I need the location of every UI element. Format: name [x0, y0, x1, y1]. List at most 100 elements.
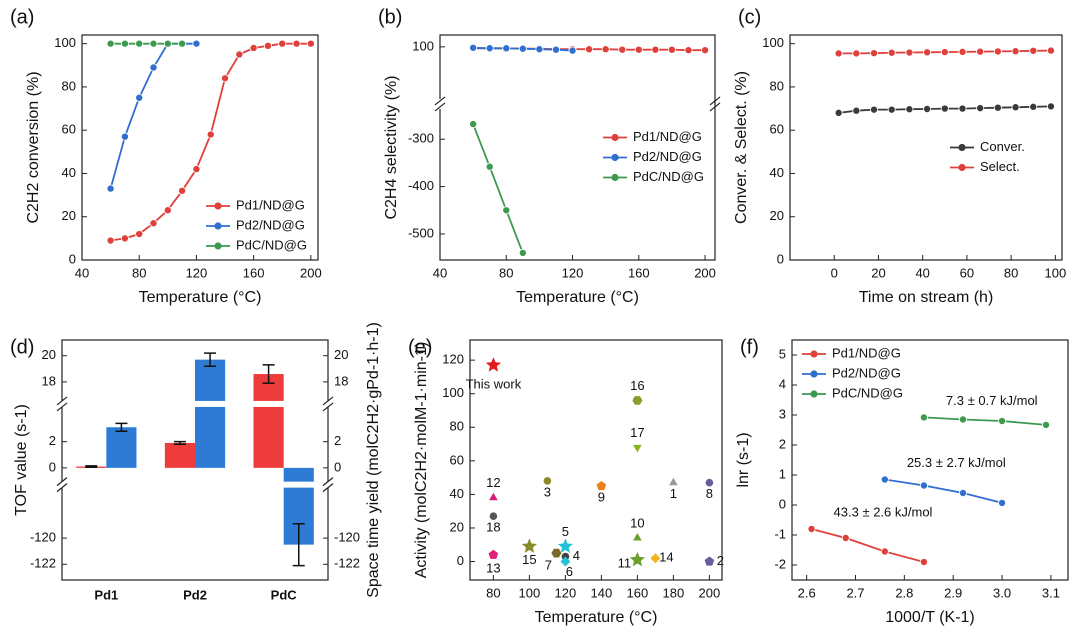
- y-tick-label: -400: [408, 178, 434, 193]
- x-tick-label: 200: [694, 265, 716, 280]
- bar: [106, 427, 137, 468]
- axis-break: [56, 481, 334, 488]
- data-point: [701, 46, 710, 55]
- data-point: [489, 492, 498, 501]
- legend-label: Conver.: [980, 139, 1025, 154]
- point-label: 16: [630, 378, 644, 393]
- x-tick-label: 160: [628, 265, 650, 280]
- y2-tick-label: 0: [334, 459, 341, 474]
- data-point: [919, 558, 928, 567]
- fit-annotation: 7.3 ± 0.7 kJ/mol: [946, 393, 1038, 408]
- legend-marker: [611, 153, 619, 162]
- plot-frame: [469, 339, 723, 581]
- y-tick-label: 18: [42, 373, 56, 388]
- x-tick-label: 80: [499, 265, 513, 280]
- data-point: [1046, 46, 1055, 55]
- legend-marker: [810, 350, 818, 358]
- data-point: [998, 498, 1007, 507]
- panel-label: (d): [10, 336, 34, 358]
- data-point: [192, 165, 201, 174]
- series-line: [884, 478, 1003, 504]
- data-point: [993, 47, 1002, 56]
- data-point: [667, 45, 676, 54]
- data-point: [106, 236, 115, 245]
- data-point: [1011, 47, 1020, 56]
- y-tick-label: 20: [42, 347, 56, 362]
- x-tick-label: 40: [75, 265, 89, 280]
- x-tick-label: Pd2: [183, 587, 207, 602]
- y-tick-label: 5: [779, 346, 786, 361]
- x-axis-title: Temperature (°C): [139, 289, 262, 306]
- data-point: [993, 103, 1002, 112]
- data-point: [852, 49, 861, 58]
- data-point: [149, 219, 158, 228]
- data-point: [120, 234, 129, 243]
- y-axis-title: C2H4 selectivity (%): [383, 75, 400, 219]
- x-tick-label: 0: [831, 265, 838, 280]
- data-point: [221, 74, 230, 83]
- y2-tick-label: -122: [334, 556, 360, 571]
- data-point: [887, 48, 896, 57]
- legend-label: Pd2/ND@G: [236, 217, 305, 232]
- point-label: 2: [717, 553, 724, 568]
- data-point: [841, 534, 850, 543]
- x-tick-label: 3.0: [993, 585, 1011, 600]
- data-point: [870, 49, 879, 58]
- y-tick-label: 0: [49, 459, 56, 474]
- legend-label: PdC/ND@G: [633, 169, 704, 184]
- data-point: [870, 105, 879, 114]
- plot-frame: [789, 34, 1063, 261]
- y-tick-label: -122: [30, 556, 56, 571]
- y-tick-label: -300: [408, 131, 434, 146]
- x-tick-label: 160: [627, 585, 649, 600]
- data-point: [905, 105, 914, 114]
- data-point: [998, 416, 1007, 425]
- y2-tick-label: 2: [334, 433, 341, 448]
- data-point: [684, 46, 693, 55]
- y-tick-label: 80: [62, 78, 76, 93]
- legend-marker: [214, 222, 222, 230]
- bar: [195, 359, 226, 468]
- legend-label: Select.: [980, 159, 1020, 174]
- data-point: [650, 553, 661, 564]
- legend-label: Pd1/ND@G: [832, 345, 901, 360]
- point-label: 1: [670, 486, 677, 501]
- x-axis-title: Time on stream (h): [859, 289, 994, 306]
- data-point: [485, 162, 494, 171]
- data-point: [120, 39, 129, 48]
- y-tick-label: -2: [774, 556, 786, 571]
- legend-label: Pd2/ND@G: [633, 149, 702, 164]
- y-axis-title: C2H2 conversion (%): [25, 71, 42, 223]
- data-point: [1029, 46, 1038, 55]
- y-tick-label: 3: [779, 406, 786, 421]
- panel-label: (f): [740, 336, 759, 358]
- data-point: [551, 45, 560, 54]
- data-point: [206, 130, 215, 139]
- data-point: [178, 186, 187, 195]
- y2-axis-title: Space time yield (molC2H2·gPd-1·h-1): [365, 322, 382, 598]
- y-tick-label: 0: [777, 251, 784, 266]
- x-tick-label: 3.1: [1042, 585, 1060, 600]
- point-label: 12: [486, 475, 500, 490]
- data-point: [880, 547, 889, 556]
- legend-label: PdC/ND@G: [832, 385, 903, 400]
- x-tick-label: 100: [1045, 265, 1067, 280]
- y2-tick-label: -120: [334, 530, 360, 545]
- data-point: [940, 104, 949, 113]
- x-tick-label: 2.9: [944, 585, 962, 600]
- data-point: [1046, 102, 1055, 111]
- data-point: [923, 104, 932, 113]
- data-point: [120, 132, 129, 141]
- data-point: [601, 45, 610, 54]
- point-label: 14: [659, 550, 673, 565]
- break-mark: [322, 396, 334, 412]
- data-point: [669, 477, 678, 486]
- series-line: [472, 123, 524, 254]
- x-tick-label: 2.6: [798, 585, 816, 600]
- data-point: [705, 478, 714, 487]
- data-point: [834, 49, 843, 58]
- y-tick-label: 120: [442, 352, 464, 367]
- data-point: [887, 105, 896, 114]
- data-point: [306, 39, 315, 48]
- bar: [253, 374, 284, 468]
